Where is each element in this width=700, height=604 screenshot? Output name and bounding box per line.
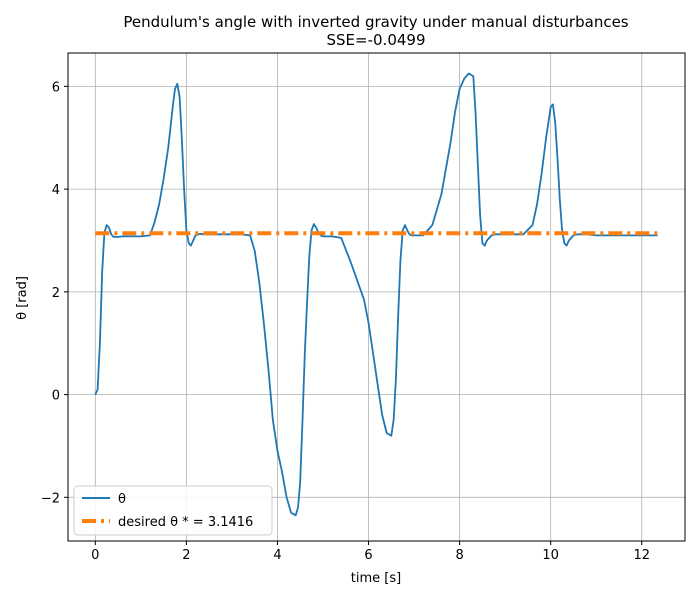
x-tick-label: 0 bbox=[91, 548, 99, 563]
tick-layer: 0 2 4 6 8 10 12 −2 0 2 4 6 bbox=[41, 80, 650, 563]
y-tick-label: 4 bbox=[52, 183, 60, 198]
grid-layer bbox=[68, 53, 685, 541]
y-axis-label: θ [rad] bbox=[15, 276, 30, 320]
x-tick-label: 6 bbox=[364, 548, 372, 563]
legend-label-desired: desired θ * = 3.1416 bbox=[118, 515, 253, 530]
x-tick-label: 2 bbox=[182, 548, 190, 563]
x-axis-label: time [s] bbox=[351, 571, 401, 586]
legend: θ desired θ * = 3.1416 bbox=[73, 485, 273, 536]
series-line-theta bbox=[94, 72, 658, 517]
chart-subtitle: SSE=-0.0499 bbox=[327, 31, 426, 49]
x-tick-label: 10 bbox=[542, 548, 559, 563]
legend-label-theta: θ bbox=[118, 492, 126, 507]
series-layer bbox=[94, 72, 658, 517]
axes-frame bbox=[67, 52, 686, 542]
y-tick-label: −2 bbox=[41, 491, 60, 506]
y-tick-label: 6 bbox=[52, 80, 60, 95]
x-tick-label: 8 bbox=[455, 548, 463, 563]
x-tick-label: 4 bbox=[273, 548, 281, 563]
chart-title: Pendulum's angle with inverted gravity u… bbox=[123, 13, 628, 31]
y-tick-label: 2 bbox=[52, 286, 60, 301]
y-tick-label: 0 bbox=[52, 389, 60, 404]
legend-box bbox=[73, 485, 273, 536]
x-tick-label: 12 bbox=[633, 548, 650, 563]
